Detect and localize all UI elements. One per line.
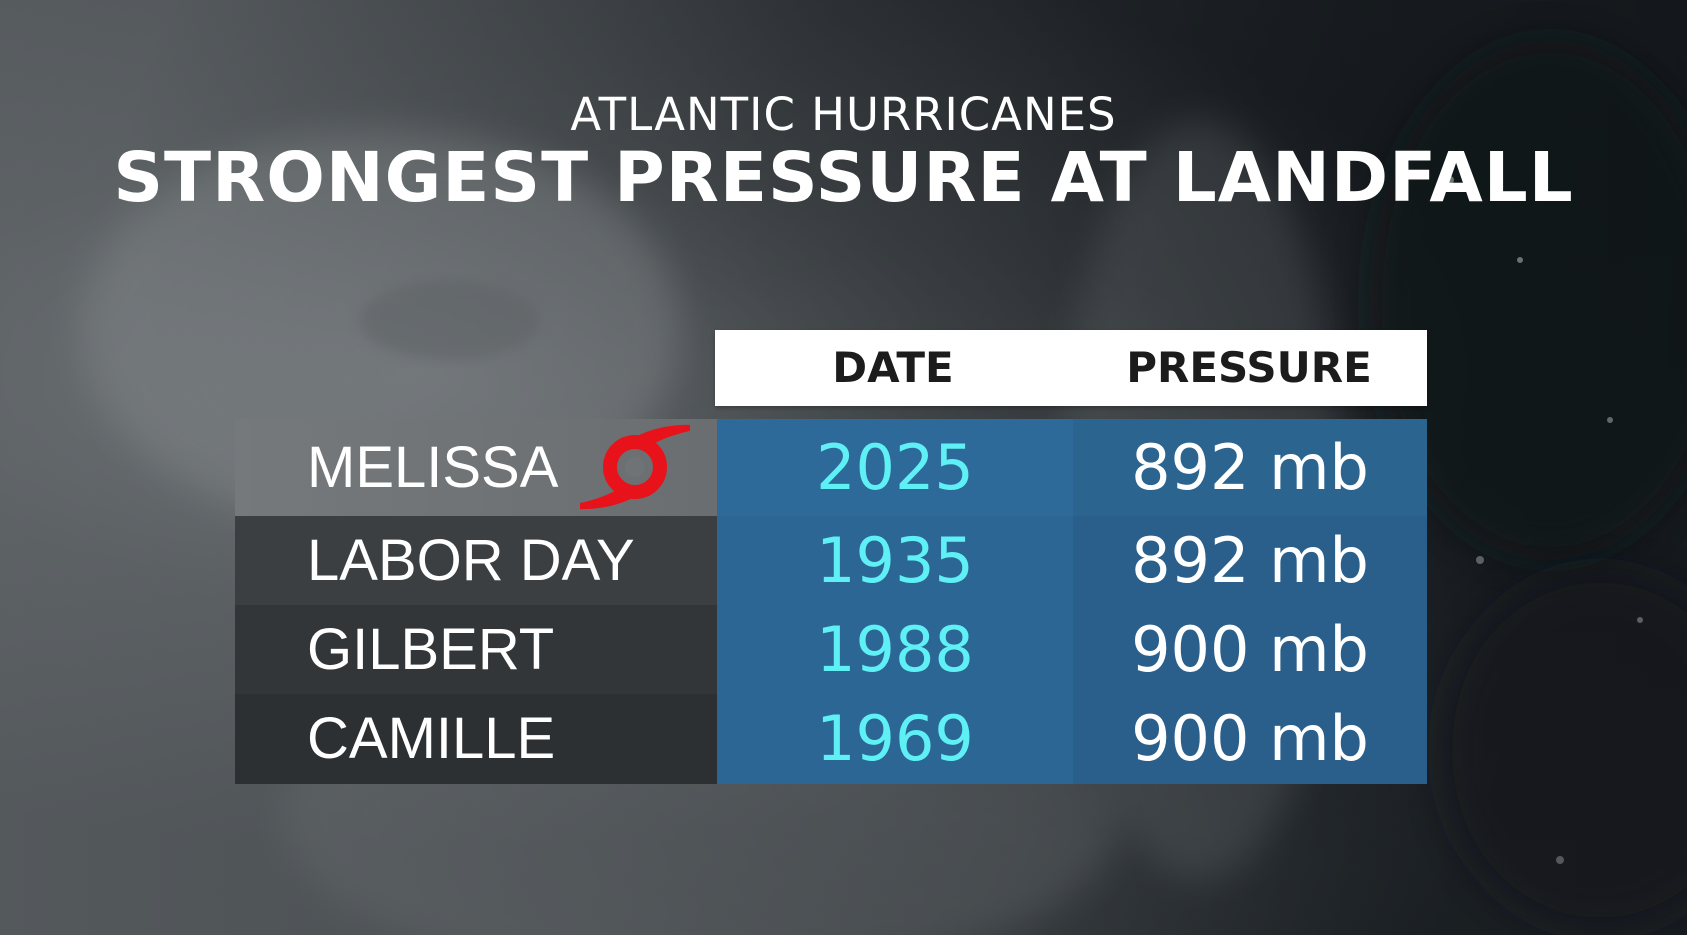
column-header-pressure: PRESSURE bbox=[1126, 343, 1372, 392]
landfall-year-cell: 1988 bbox=[717, 605, 1073, 694]
hurricane-name-cell: LABOR DAY bbox=[235, 516, 717, 605]
pressure-value-cell: 892 mb bbox=[1073, 419, 1427, 516]
hurricane-name-cell: GILBERT bbox=[235, 605, 717, 694]
chart-subtitle: ATLANTIC HURRICANES bbox=[570, 88, 1117, 141]
pressure-value-cell: 900 mb bbox=[1073, 694, 1427, 784]
hurricane-name-cell: CAMILLE bbox=[235, 694, 717, 784]
pressure-value-cell: 900 mb bbox=[1073, 605, 1427, 694]
table-row: MELISSA 2025 892 mb bbox=[235, 419, 1427, 516]
landfall-year-cell: 2025 bbox=[717, 419, 1073, 516]
table-row: LABOR DAY 1935 892 mb bbox=[235, 516, 1427, 605]
table-row: GILBERT 1988 900 mb bbox=[235, 605, 1427, 694]
pressure-value-cell: 892 mb bbox=[1073, 516, 1427, 605]
chart-title: STRONGEST PRESSURE AT LANDFALL bbox=[113, 138, 1574, 218]
hurricane-icon bbox=[580, 424, 690, 510]
hurricane-name: GILBERT bbox=[307, 617, 555, 682]
table-header-bar: DATE PRESSURE bbox=[715, 330, 1427, 406]
landfall-year-cell: 1969 bbox=[717, 694, 1073, 784]
column-header-date: DATE bbox=[832, 343, 954, 392]
hurricane-name: CAMILLE bbox=[307, 706, 556, 771]
table-row: CAMILLE 1969 900 mb bbox=[235, 694, 1427, 784]
hurricane-name: MELISSA bbox=[307, 435, 559, 500]
hurricane-name-cell: MELISSA bbox=[235, 419, 717, 516]
hurricane-name: LABOR DAY bbox=[307, 528, 635, 593]
landfall-year-cell: 1935 bbox=[717, 516, 1073, 605]
